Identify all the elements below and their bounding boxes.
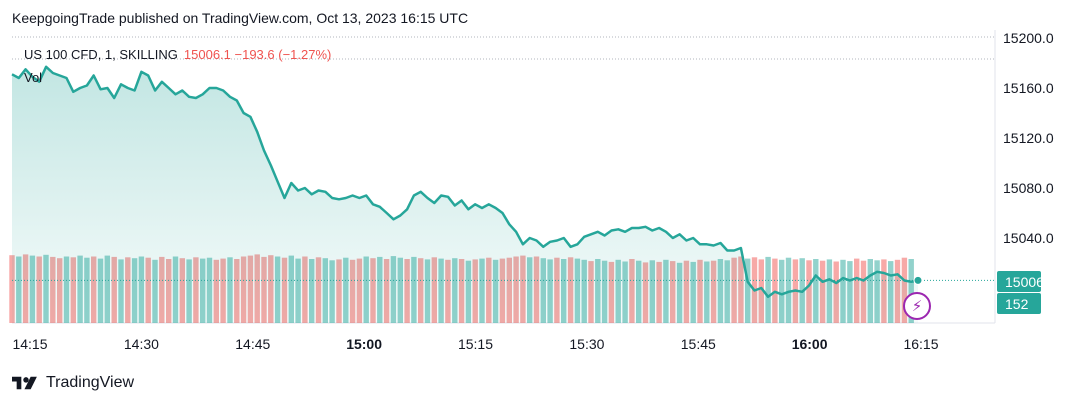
publish-header: KeepgoingTrade published on TradingView.… [12,10,469,26]
lightning-icon[interactable]: ⚡ [903,292,931,320]
time-axis[interactable]: 14:15 14:30 14:45 15:00 15:15 15:30 15:45 16:00… [12,336,938,352]
time-tick-label: 14:15 [12,336,47,352]
time-tick-label: 16:00 [792,336,828,352]
volume-bar [779,259,785,323]
tradingview-brand: TradingView [46,374,135,391]
time-tick-label: 14:45 [235,336,270,352]
time-tick-label: 15:45 [681,336,716,352]
price-line [11,65,919,299]
last-volume-badge: 152 [997,293,1041,314]
volume-bar [785,257,792,323]
price-tick-label: 15200.0 [1003,30,1054,46]
time-tick-label: 15:00 [346,336,382,352]
last-price-badge: 15006.1 [997,271,1056,292]
time-tick-label: 14:30 [124,336,159,352]
last-price-dot [913,275,923,285]
series-legend[interactable]: US 100 CFD, 1, SKILLING 15006.1 −193.6 (−… [24,47,331,62]
footer-brand: TradingView [12,374,134,392]
tradingview-logo-icon [12,376,37,390]
price-tick-label: 15160.0 [1003,80,1054,96]
time-tick-label: 15:15 [458,336,493,352]
volume-label[interactable]: Vol [24,70,43,85]
legend-symbol: US 100 CFD, 1, SKILLING [24,47,178,62]
legend-values: 15006.1 −193.6 (−1.27%) [183,47,332,62]
time-tick-label: 16:15 [903,336,938,352]
time-tick-label: 15:30 [569,336,604,352]
price-tick-label: 15120.0 [1003,130,1054,146]
price-tick-label: 15080.0 [1003,180,1054,196]
price-area-fill [12,66,918,324]
price-axis[interactable]: 15040.0 15080.0 15120.0 15160.0 15200.0 [1003,30,1054,246]
volume-bar [765,256,771,323]
price-tick-label: 15040.0 [1003,230,1054,246]
